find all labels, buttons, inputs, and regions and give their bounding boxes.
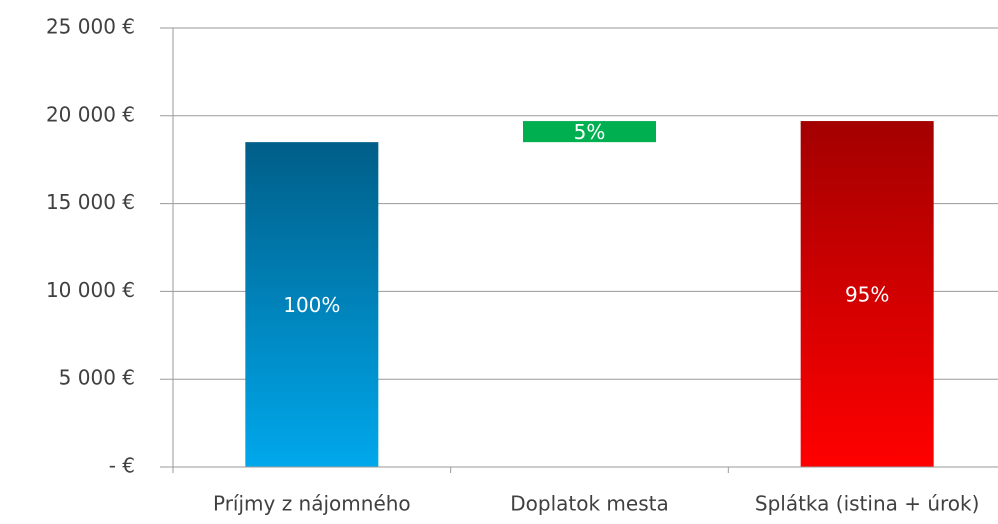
x-tick-label: Príjmy z nájomného: [213, 492, 411, 516]
value-label: 95%: [845, 283, 889, 307]
value-label: 5%: [574, 120, 606, 144]
value-label: 100%: [283, 293, 340, 317]
y-tick-label: 5 000 €: [59, 366, 135, 390]
y-tick-label: 20 000 €: [46, 102, 135, 126]
bar: [245, 142, 379, 467]
x-tick-label: Splátka (istina + úrok): [755, 492, 980, 516]
x-tick-label: Doplatok mesta: [510, 492, 668, 516]
bar: [523, 121, 656, 143]
bar: [800, 121, 934, 468]
y-tick-label: 25 000 €: [46, 15, 135, 39]
y-tick-label: 10 000 €: [46, 278, 135, 302]
y-tick-label: - €: [109, 454, 135, 478]
y-tick-label: 15 000 €: [46, 190, 135, 214]
